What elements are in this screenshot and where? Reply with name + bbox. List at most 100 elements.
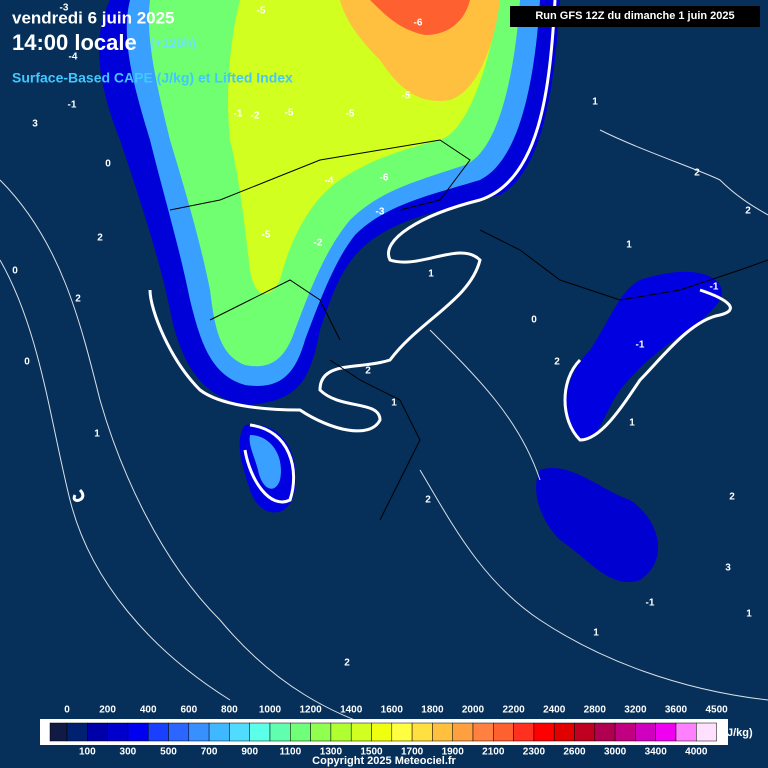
colorbar-cell — [330, 722, 352, 742]
colorbar-cell — [269, 722, 291, 742]
copyright: Copyright 2025 Meteociel.fr — [312, 755, 456, 767]
colorbar-cell — [452, 722, 474, 742]
colorbar-label: 1300 — [320, 747, 343, 758]
contour-label: -5 — [262, 230, 271, 241]
colorbar-label: 2400 — [543, 705, 566, 716]
contour-label: -1 — [68, 100, 77, 111]
contour-label: -2 — [251, 111, 260, 122]
colorbar-cell — [472, 722, 494, 742]
colorbar-label: 1500 — [360, 747, 383, 758]
contour-label: -5 — [257, 6, 266, 17]
contour-label: -4 — [69, 52, 78, 63]
colorbar-cell — [188, 722, 210, 742]
colorbar: 0 100 200 300 400 500 600 700 800 900 1000 1100 1200… — [49, 705, 728, 758]
contour-label: 2 — [425, 495, 431, 506]
colorbar-label: 1200 — [299, 705, 322, 716]
contour-label: -3 — [60, 3, 69, 14]
colorbar-cell — [49, 722, 68, 742]
cape-area — [566, 271, 722, 440]
colorbar-cell — [574, 722, 596, 742]
colorbar-label: 400 — [140, 705, 157, 716]
colorbar-label: 2300 — [523, 747, 546, 758]
contour-label: 0 — [531, 315, 537, 326]
colorbar-label: 1400 — [340, 705, 363, 716]
colorbar-label: 800 — [221, 705, 238, 716]
contour-label: 1 — [746, 609, 752, 620]
colorbar-cell — [493, 722, 514, 742]
contour-label: 1 — [592, 97, 598, 108]
contour-label: -4 — [325, 176, 334, 187]
contour-label: -2 — [314, 238, 323, 249]
colorbar-cell — [310, 722, 332, 742]
contour-label: 1 — [593, 628, 599, 639]
cape-area — [370, 0, 470, 35]
colorbar-cell — [350, 722, 372, 742]
contour-label: 2 — [365, 366, 371, 377]
colorbar-cell — [87, 722, 108, 742]
colorbar-label: 2600 — [563, 747, 586, 758]
colorbar-cell — [696, 722, 717, 742]
colorbar-label: 600 — [180, 705, 197, 716]
contour-label: 3 — [725, 563, 731, 574]
colorbar-cell — [614, 722, 636, 742]
colorbar-cell — [411, 722, 433, 742]
contour-label: -1 — [646, 598, 655, 609]
colorbar-label: 700 — [201, 747, 218, 758]
colorbar-label: 1600 — [381, 705, 404, 716]
colorbar-cell — [655, 722, 677, 742]
colorbar-cell — [533, 722, 555, 742]
colorbar-label: 1100 — [279, 747, 301, 758]
colorbar-label: 500 — [160, 747, 177, 758]
colorbar-label: 4500 — [705, 705, 728, 716]
contour-label: 3 — [32, 119, 38, 130]
cape-area — [249, 435, 281, 489]
colorbar-cell — [432, 722, 453, 742]
contour-label: 1 — [428, 269, 434, 280]
contour-label: -6 — [414, 18, 423, 29]
contour-label: -6 — [380, 173, 389, 184]
contour-label: -3 — [376, 207, 385, 218]
colorbar-label: 100 — [79, 747, 96, 758]
contour-label: 0 — [12, 266, 18, 277]
colorbar-cell — [147, 722, 169, 742]
colorbar-cell — [208, 722, 230, 742]
contour-label: -5 — [402, 91, 411, 102]
colorbar-cell — [249, 722, 271, 742]
contour-label: 2 — [554, 357, 560, 368]
colorbar-label: 3200 — [624, 705, 647, 716]
contour-label: -1 — [710, 282, 719, 293]
contour-label: 1 — [391, 398, 397, 409]
time: 14:00 locale — [12, 30, 137, 55]
contour-label: 2 — [344, 658, 350, 669]
colorbar-cell — [229, 722, 250, 742]
contour-label: 2 — [694, 168, 700, 179]
date: vendredi 6 juin 2025 — [12, 8, 175, 27]
colorbar-label: 3000 — [604, 747, 627, 758]
contour-label: -1 — [636, 340, 645, 351]
contour-label: 0 — [105, 159, 111, 170]
run-info: Run GFS 12Z du dimanche 1 juin 2025 — [535, 10, 734, 22]
run-box — [510, 6, 760, 27]
colorbar-label: 1700 — [401, 747, 424, 758]
contour-label: 2 — [97, 233, 103, 244]
colorbar-label: 1000 — [259, 705, 282, 716]
colorbar-cell — [553, 722, 575, 742]
colorbar-label: 200 — [99, 705, 116, 716]
colorbar-label: 900 — [241, 747, 258, 758]
contour-label: 0 — [24, 357, 30, 368]
colorbar-label: 2800 — [584, 705, 607, 716]
colorbar-cell — [635, 722, 656, 742]
colorbar-unit: (J/kg) — [723, 727, 753, 739]
colorbar-cell — [66, 722, 88, 742]
colorbar-label: 1800 — [421, 705, 444, 716]
cape-area — [340, 0, 500, 101]
colorbar-cell — [594, 722, 616, 742]
contour-label: -5 — [285, 108, 294, 119]
zero-li-contour — [72, 0, 732, 504]
colorbar-label: 2100 — [482, 747, 505, 758]
colorbar-cell — [675, 722, 697, 742]
colorbar-cell — [391, 722, 413, 742]
colorbar-cell — [107, 722, 129, 742]
colorbar-label: 3400 — [645, 747, 668, 758]
